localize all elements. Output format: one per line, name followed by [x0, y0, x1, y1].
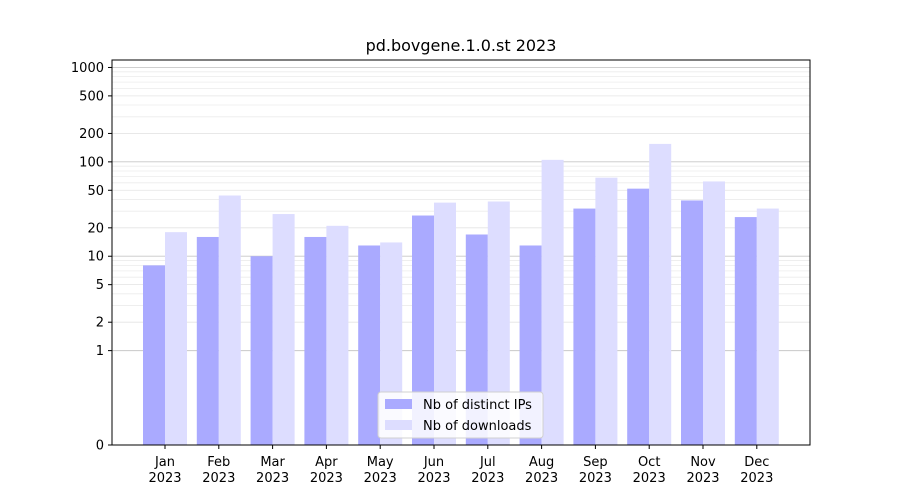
y-tick-label: 0 — [96, 439, 104, 454]
bar-distinct-ips — [196, 236, 219, 445]
x-tick-label-year: 2023 — [633, 471, 666, 486]
x-tick-label-month: Apr — [315, 455, 338, 470]
x-tick-label-month: Sep — [583, 455, 608, 470]
y-axis: 0 1 2 5 10 20 50 100 200 500 1000 — [71, 61, 112, 454]
x-tick-label-month: Nov — [690, 455, 716, 470]
bar-distinct-ips — [358, 245, 381, 445]
legend-box — [377, 391, 544, 439]
bar-distinct-ips — [627, 188, 650, 445]
bar-distinct-ips — [681, 200, 703, 445]
y-tick-label: 20 — [87, 221, 104, 236]
bar-downloads — [649, 143, 672, 445]
y-tick-label: 2 — [96, 316, 104, 331]
x-tick-label-year: 2023 — [417, 471, 450, 486]
bar-downloads — [595, 177, 618, 446]
bar-distinct-ips — [734, 217, 757, 445]
bar-downloads — [756, 208, 779, 445]
x-axis: Jan2023Feb2023Mar2023Apr2023May2023Jun20… — [148, 445, 773, 486]
legend-label-downloads: Nb of downloads — [423, 419, 532, 434]
bars — [143, 143, 779, 446]
bar-downloads — [165, 232, 187, 445]
x-tick-label-month: Jun — [423, 455, 444, 470]
x-tick-label-month: Jan — [154, 455, 175, 470]
legend-label-distinct-ips: Nb of distinct IPs — [423, 398, 532, 413]
x-tick-label-year: 2023 — [256, 471, 289, 486]
y-tick-label: 5 — [96, 278, 104, 293]
x-tick-label-year: 2023 — [364, 471, 397, 486]
y-tick-label: 10 — [87, 250, 104, 265]
x-tick-label-year: 2023 — [579, 471, 612, 486]
legend-swatch-downloads — [385, 420, 412, 430]
x-tick-label-year: 2023 — [525, 471, 558, 486]
y-tick-label: 500 — [79, 89, 104, 104]
bar-distinct-ips — [143, 265, 165, 445]
bar-downloads — [541, 159, 564, 446]
y-tick-label: 1000 — [71, 61, 104, 76]
x-tick-label-month: Jul — [479, 455, 496, 470]
x-tick-label-month: Oct — [638, 455, 660, 470]
bar-distinct-ips — [250, 256, 273, 445]
bar-downloads — [487, 201, 510, 445]
x-tick-label-year: 2023 — [148, 471, 181, 486]
plot-frame — [111, 59, 811, 446]
bar-downloads — [434, 202, 456, 445]
y-tick-label: 50 — [87, 184, 104, 199]
x-tick-label-year: 2023 — [740, 471, 773, 486]
y-tick-label: 200 — [79, 127, 104, 142]
bar-downloads — [703, 181, 725, 445]
x-tick-label-year: 2023 — [310, 471, 343, 486]
bar-distinct-ips — [412, 215, 434, 445]
x-tick-label-month: Feb — [207, 455, 230, 470]
legend: Nb of distinct IPs Nb of downloads — [377, 391, 544, 439]
x-tick-label-month: Mar — [260, 455, 285, 470]
legend-swatch-distinct-ips — [385, 399, 412, 409]
bar-downloads — [218, 195, 241, 445]
x-tick-label-year: 2023 — [202, 471, 235, 486]
x-tick-label-year: 2023 — [686, 471, 719, 486]
x-tick-label-year: 2023 — [471, 471, 504, 486]
bar-downloads — [272, 214, 295, 445]
bar-downloads — [326, 225, 349, 445]
bar-distinct-ips — [304, 236, 327, 445]
chart-title: pd.bovgene.1.0.st 2023 — [366, 36, 557, 55]
x-tick-label-month: Dec — [744, 455, 769, 470]
y-tick-label: 1 — [96, 344, 104, 359]
x-tick-label-month: May — [367, 455, 394, 470]
bar-distinct-ips — [573, 208, 596, 445]
x-tick-label-month: Aug — [529, 455, 554, 470]
y-tick-label: 100 — [79, 155, 104, 170]
